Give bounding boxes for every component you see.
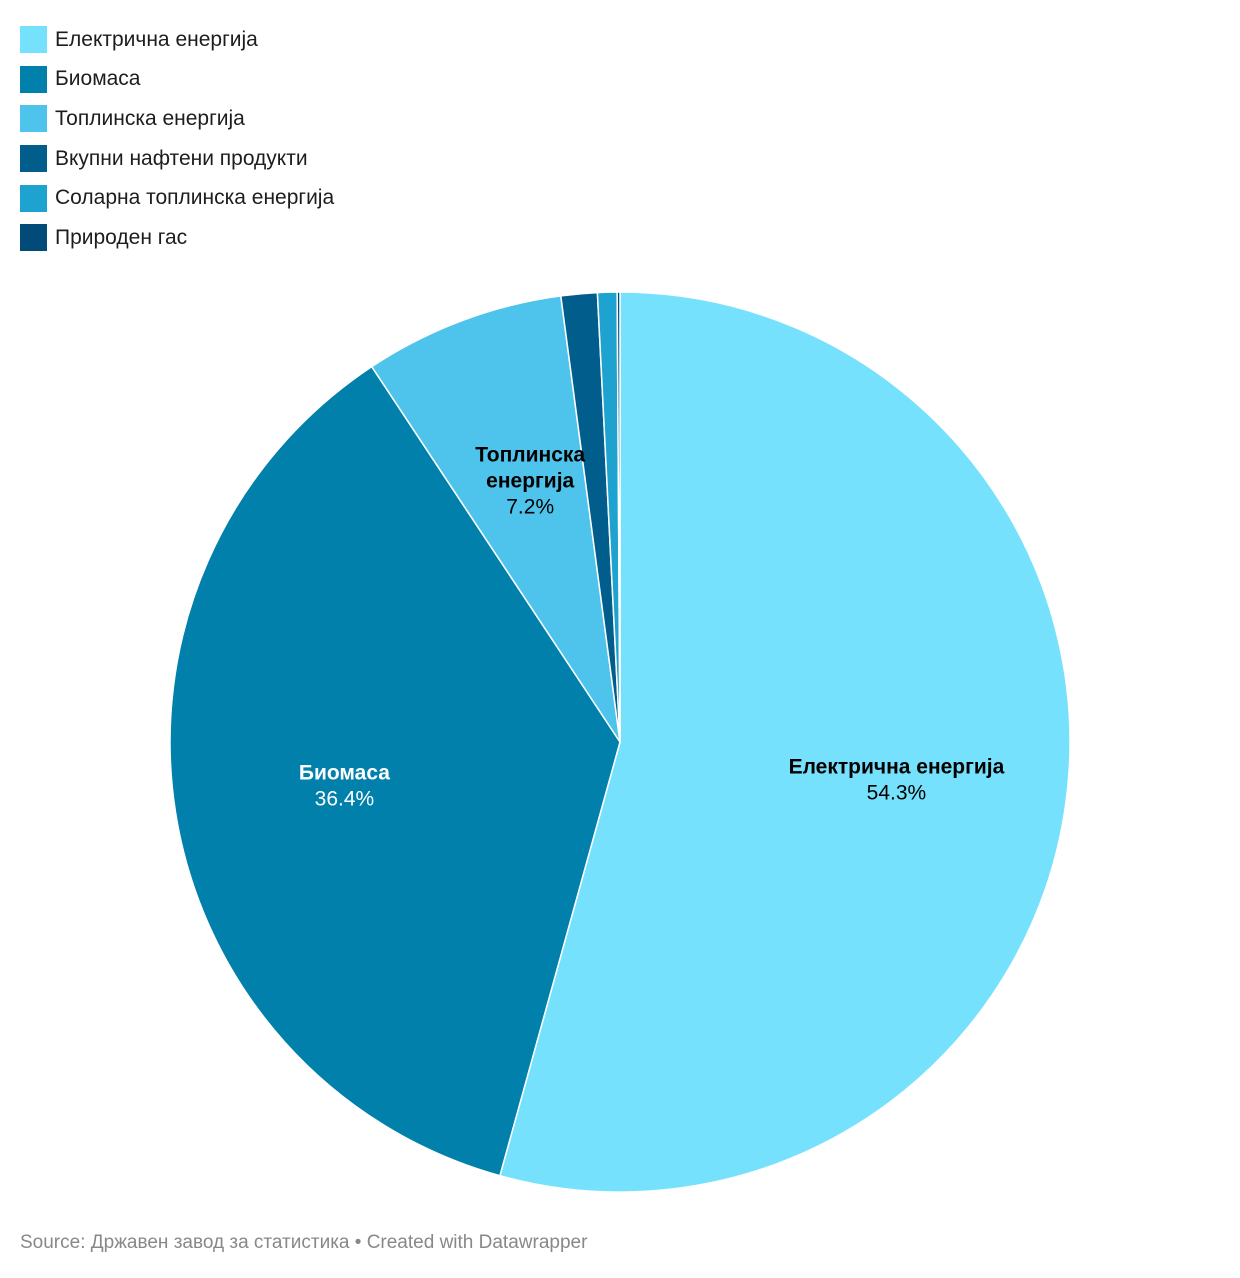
footer-source: Source: Државен завод за статистика • Cr… — [20, 1232, 588, 1253]
legend-label: Електрична енергија — [55, 27, 258, 51]
legend-item: Биомаса — [20, 60, 334, 100]
legend-swatch — [20, 105, 47, 133]
pie-slice-label-value: 7.2% — [506, 496, 554, 519]
legend-swatch — [20, 26, 47, 54]
legend-item: Природен гас — [20, 218, 334, 258]
legend-label: Природен гас — [55, 225, 188, 249]
legend-item: Вкупни нафтени продукти — [20, 139, 334, 179]
pie-slice — [169, 365, 621, 1177]
legend-item: Соларна топлинска енергија — [20, 178, 334, 218]
pie-slices — [169, 291, 1071, 1193]
pie-slice-label-value: 54.3% — [867, 782, 927, 805]
pie-slice-label-name: Биомаса — [299, 762, 390, 785]
pie-slice-label: Електрична енергија 54.3% — [789, 756, 1005, 805]
legend-item: Топлинска енергија — [20, 99, 334, 139]
pie-slice-label-name: Топлинска — [475, 444, 585, 467]
legend-label: Вкупни нафтени продукти — [55, 146, 308, 170]
legend-swatch — [20, 65, 47, 93]
legend-label: Биомаса — [55, 67, 141, 91]
legend: Електрична енергија Биомаса Топлинска ен… — [20, 20, 334, 258]
pie-slice-label-name: Електрична енергија — [789, 756, 1005, 779]
legend-label: Соларна топлинска енергија — [55, 186, 335, 210]
pie-slice — [616, 291, 621, 743]
pie-slice — [498, 291, 1071, 1193]
legend-item: Електрична енергија — [20, 20, 334, 60]
legend-swatch — [20, 184, 47, 212]
pie-slice-label-value: 36.4% — [315, 788, 375, 811]
pie-slice-label: Топлинска енергија 7.2% — [475, 444, 585, 519]
pie-slice — [370, 295, 621, 743]
pie-slice-label: Биомаса 36.4% — [299, 762, 390, 811]
legend-swatch — [20, 224, 47, 252]
pie-slice-labels: Електрична енергија 54.3% Биомаса 36.4% Топл… — [299, 444, 1005, 811]
pie-slice-label-name: енергија — [486, 470, 574, 493]
legend-label: Топлинска енергија — [55, 106, 245, 130]
legend-swatch — [20, 145, 47, 173]
